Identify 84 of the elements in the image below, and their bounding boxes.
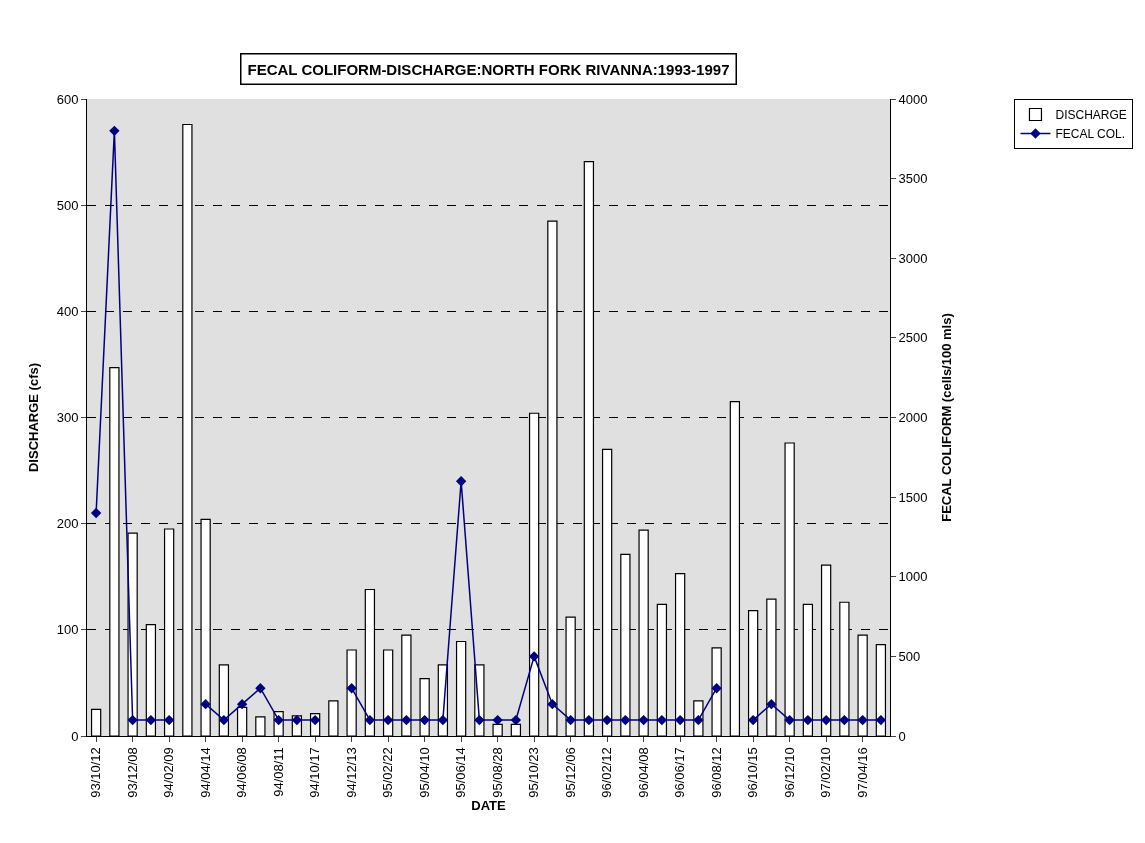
x-tick-label: 95/08/28 bbox=[489, 747, 505, 798]
point bbox=[766, 698, 777, 710]
x-tick-label: 94/04/14 bbox=[197, 747, 213, 798]
point bbox=[547, 698, 558, 710]
point bbox=[875, 714, 887, 726]
point bbox=[291, 714, 303, 726]
y-tick-label: 0 bbox=[71, 728, 79, 744]
point bbox=[382, 714, 394, 726]
x-axis-title: DATE bbox=[471, 797, 507, 813]
x-tick-label: 95/02/22 bbox=[380, 747, 396, 798]
point bbox=[492, 714, 503, 726]
y-tick-label: 200 bbox=[56, 516, 79, 532]
point bbox=[747, 714, 759, 726]
point bbox=[109, 125, 120, 137]
y2-tick-label: 1000 bbox=[898, 569, 928, 585]
point bbox=[273, 714, 284, 726]
point bbox=[693, 714, 704, 726]
y-tick-label: 600 bbox=[56, 91, 79, 107]
point bbox=[455, 476, 467, 487]
point bbox=[820, 714, 832, 726]
point bbox=[674, 714, 686, 726]
point bbox=[528, 651, 540, 662]
y-tick-label: 400 bbox=[56, 303, 79, 319]
x-tick-label: 94/06/08 bbox=[234, 747, 250, 798]
point bbox=[236, 698, 248, 710]
point bbox=[857, 714, 868, 726]
point bbox=[346, 683, 357, 694]
x-tick-label: 95/04/10 bbox=[416, 747, 432, 798]
point bbox=[218, 714, 230, 726]
point bbox=[583, 714, 595, 726]
x-tick-label: 97/04/16 bbox=[854, 747, 870, 798]
x-tick-label: 96/02/12 bbox=[599, 747, 615, 798]
x-tick-label: 94/10/17 bbox=[307, 747, 323, 798]
point bbox=[401, 714, 412, 726]
point bbox=[711, 683, 722, 694]
y2-tick-label: 500 bbox=[898, 648, 921, 664]
legend-label: FECAL COL. bbox=[1055, 127, 1126, 142]
point bbox=[309, 714, 321, 726]
point bbox=[127, 714, 138, 726]
y2-tick-label: 2500 bbox=[898, 330, 928, 346]
chart-title: FECAL COLIFORM-DISCHARGE:NORTH FORK RIVANNA:1993-1997 bbox=[247, 60, 730, 78]
point bbox=[601, 714, 613, 726]
x-tick-label: 93/10/12 bbox=[88, 747, 104, 798]
y-axis-title: DISCHARGE (cfs) bbox=[25, 362, 41, 473]
legend-label: DISCHARGE bbox=[1055, 108, 1127, 123]
point bbox=[510, 714, 522, 726]
y2-tick-label: 1500 bbox=[898, 489, 928, 505]
x-tick-label: 96/04/08 bbox=[635, 747, 651, 798]
point bbox=[620, 714, 631, 726]
point bbox=[802, 714, 814, 726]
y-tick-label: 100 bbox=[56, 622, 79, 638]
y-tick-label: 500 bbox=[56, 197, 79, 213]
x-tick-label: 94/08/11 bbox=[270, 747, 286, 797]
x-tick-label: 96/08/12 bbox=[708, 747, 724, 798]
point bbox=[90, 507, 102, 519]
point bbox=[364, 714, 376, 726]
x-tick-label: 94/12/13 bbox=[343, 747, 359, 798]
point bbox=[638, 714, 649, 726]
y2-tick-label: 4000 bbox=[898, 91, 928, 107]
y2-tick-label: 3500 bbox=[898, 171, 928, 187]
x-tick-label: 93/12/08 bbox=[124, 747, 140, 798]
y2-tick-label: 2000 bbox=[898, 410, 928, 426]
y2-tick-label: 0 bbox=[898, 728, 906, 744]
point bbox=[437, 714, 449, 726]
x-tick-label: 95/10/23 bbox=[526, 747, 542, 798]
x-tick-label: 96/06/17 bbox=[672, 747, 688, 798]
point bbox=[255, 683, 266, 694]
point bbox=[656, 714, 668, 726]
point bbox=[163, 714, 175, 726]
y2-axis-title: FECAL COLIFORM (cells/100 mls) bbox=[939, 313, 955, 522]
x-tick-label: 95/12/06 bbox=[562, 747, 578, 798]
x-tick-label: 94/02/09 bbox=[161, 747, 177, 798]
y-tick-label: 300 bbox=[56, 410, 79, 426]
point bbox=[200, 698, 211, 710]
y2-tick-label: 3000 bbox=[898, 250, 928, 266]
x-tick-label: 96/12/10 bbox=[781, 747, 797, 798]
point bbox=[839, 714, 850, 726]
point bbox=[784, 714, 795, 726]
point bbox=[565, 714, 576, 726]
x-tick-label: 97/02/10 bbox=[818, 747, 834, 798]
x-tick-label: 95/06/14 bbox=[453, 747, 469, 798]
x-tick-label: 96/10/15 bbox=[745, 747, 761, 798]
point bbox=[474, 714, 485, 726]
point bbox=[145, 714, 157, 726]
